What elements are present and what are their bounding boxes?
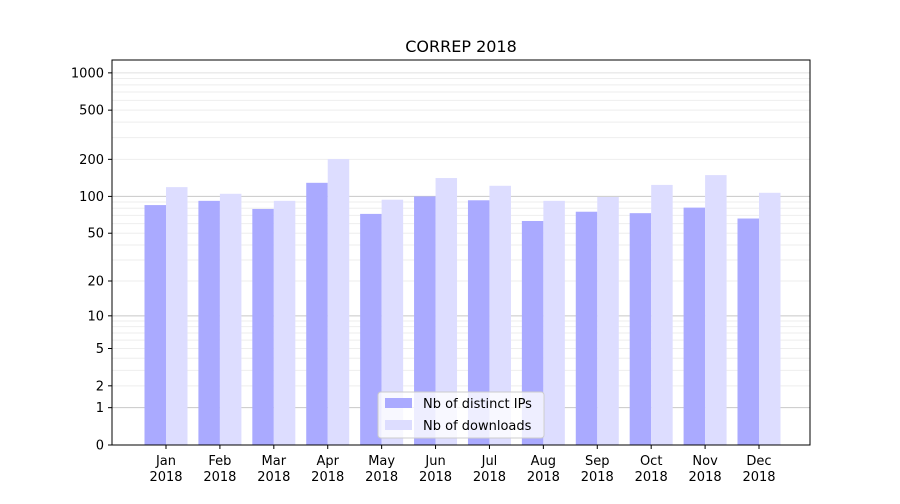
y-tick-label: 1 — [96, 401, 104, 416]
x-tick-label: Apr — [316, 454, 339, 469]
x-tick-label: Feb — [208, 454, 231, 469]
bar-downloads — [489, 185, 511, 446]
y-tick-label: 100 — [79, 190, 104, 205]
x-tick-label: Sep — [585, 454, 610, 469]
legend-swatch-ips — [385, 398, 412, 408]
bar-distinct-ips — [467, 200, 490, 445]
bar-distinct-ips — [575, 211, 598, 445]
bar-downloads — [543, 200, 565, 445]
bar-distinct-ips — [629, 213, 652, 445]
bar-distinct-ips — [252, 208, 274, 445]
x-tick-label: 2018 — [149, 470, 182, 485]
legend-box — [377, 391, 545, 439]
x-axis: Jan2018Feb2018Mar2018Apr2018May2018Jun20… — [149, 445, 776, 485]
bar-downloads — [597, 196, 619, 445]
bar-downloads — [273, 200, 296, 445]
bar-distinct-ips — [360, 213, 382, 445]
x-tick-label: Jul — [481, 454, 498, 469]
y-tick-label: 1000 — [71, 66, 104, 81]
bar-distinct-ips — [737, 218, 759, 445]
legend-label-downloads: Nb of downloads — [423, 419, 532, 434]
x-tick-label: Dec — [746, 454, 771, 469]
x-tick-label: 2018 — [742, 470, 775, 485]
bar-distinct-ips — [306, 182, 328, 445]
bar-downloads — [651, 184, 673, 445]
x-tick-label: 2018 — [365, 470, 398, 485]
x-tick-label: 2018 — [689, 470, 722, 485]
legend-swatch-downloads — [385, 420, 412, 430]
x-tick-label: Jan — [155, 454, 176, 469]
plot-frame — [111, 59, 811, 446]
bar-downloads — [705, 175, 727, 445]
bar-distinct-ips — [414, 196, 436, 445]
x-tick-label: 2018 — [311, 470, 344, 485]
x-tick-label: Mar — [262, 454, 287, 469]
chart-title: CORREP 2018 — [405, 37, 517, 56]
y-tick-label: 500 — [79, 104, 104, 119]
y-tick-label: 5 — [96, 342, 104, 357]
bars — [144, 159, 781, 446]
x-tick-label: Oct — [640, 454, 662, 469]
y-tick-label: 2 — [96, 379, 104, 394]
bar-distinct-ips — [521, 220, 544, 445]
x-tick-label: 2018 — [581, 470, 614, 485]
x-tick-label: Aug — [531, 454, 556, 469]
legend: Nb of distinct IPs Nb of downloads — [377, 391, 545, 439]
bar-downloads — [435, 178, 458, 446]
x-tick-label: 2018 — [257, 470, 290, 485]
x-tick-label: Nov — [692, 454, 718, 469]
legend-label-ips: Nb of distinct IPs — [423, 397, 532, 412]
y-axis: 0 1 2 5 10 20 50 100 200 500 1000 — [71, 66, 112, 454]
x-tick-label: 2018 — [203, 470, 236, 485]
x-tick-label: 2018 — [527, 470, 560, 485]
bar-distinct-ips — [683, 207, 706, 445]
y-tick-label: 10 — [87, 309, 104, 324]
y-tick-label: 0 — [96, 439, 104, 454]
x-tick-label: 2018 — [635, 470, 668, 485]
x-tick-label: May — [368, 454, 395, 469]
bar-distinct-ips — [198, 200, 220, 445]
bar-downloads — [327, 159, 350, 445]
y-tick-label: 20 — [87, 275, 104, 290]
bar-downloads — [381, 199, 404, 445]
x-tick-label: 2018 — [473, 470, 506, 485]
y-tick-label: 50 — [87, 227, 104, 242]
bar-distinct-ips — [144, 205, 166, 445]
x-tick-label: Jun — [424, 454, 445, 469]
bar-downloads — [166, 187, 188, 445]
x-tick-label: 2018 — [419, 470, 452, 485]
bar-downloads — [219, 193, 242, 445]
bar-downloads — [759, 192, 781, 445]
y-tick-label: 200 — [79, 153, 104, 168]
